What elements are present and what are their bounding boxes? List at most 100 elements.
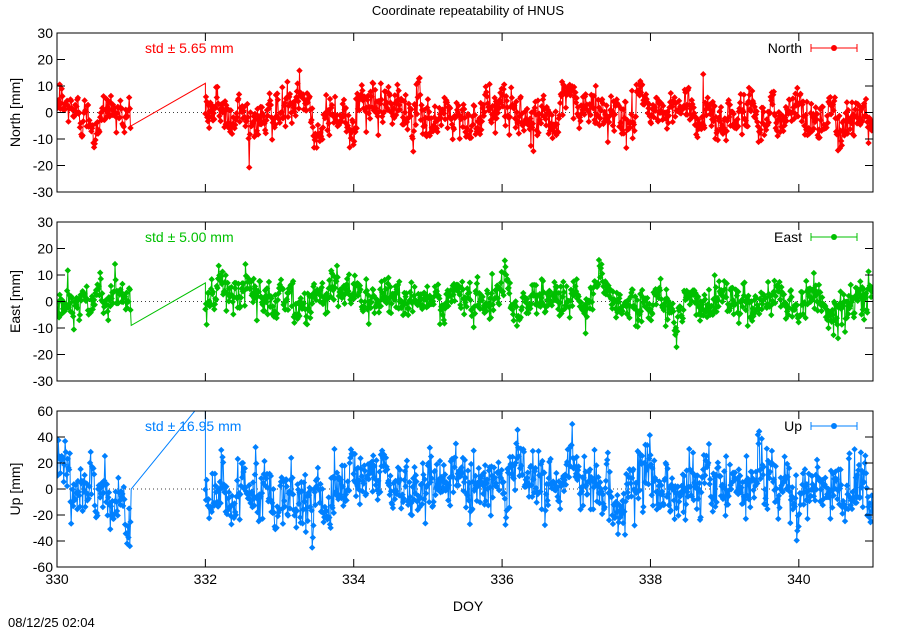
data-point (121, 129, 128, 136)
data-point (303, 90, 311, 97)
data-point (523, 105, 531, 113)
data-point (401, 109, 409, 116)
data-point (661, 300, 668, 307)
data-point (217, 117, 224, 125)
data-point (800, 501, 807, 508)
data-point (843, 99, 851, 106)
data-point (421, 122, 428, 129)
data-point (714, 296, 722, 304)
data-point (439, 107, 447, 114)
data-point (794, 113, 802, 120)
data-point (506, 113, 514, 121)
data-point (235, 91, 243, 98)
data-point (506, 504, 513, 511)
data-point (117, 288, 125, 296)
y-tick-label: -60 (33, 559, 53, 575)
data-point (566, 444, 573, 452)
data-point (602, 477, 610, 485)
data-point (205, 514, 213, 522)
data-point (348, 129, 355, 136)
data-point (284, 78, 291, 86)
data-point (586, 466, 594, 473)
data-point (803, 277, 810, 285)
y-tick-label: 0 (45, 481, 53, 497)
data-point (638, 286, 646, 294)
data-point (90, 471, 98, 478)
data-point (598, 270, 606, 277)
data-point (508, 470, 516, 478)
data-point (233, 477, 241, 484)
data-point (565, 473, 573, 481)
data-point (822, 313, 830, 321)
data-point (838, 481, 845, 489)
data-point (707, 110, 714, 118)
data-point (440, 110, 448, 117)
data-point (613, 508, 620, 516)
data-point (403, 463, 410, 471)
data-point (745, 292, 752, 299)
data-point (387, 309, 395, 317)
data-point (391, 495, 399, 503)
data-point (308, 116, 315, 124)
data-point (679, 489, 686, 496)
data-point (391, 296, 399, 304)
data-point (480, 469, 488, 477)
data-point (334, 274, 341, 281)
data-point (712, 503, 719, 510)
data-point (516, 472, 523, 480)
data-point (707, 476, 714, 483)
data-point (829, 306, 836, 314)
data-point (296, 312, 303, 320)
data-point (677, 110, 685, 117)
data-point (612, 305, 619, 312)
data-point (775, 116, 782, 123)
data-point (669, 300, 676, 307)
data-point (227, 107, 234, 114)
data-point (221, 123, 228, 131)
data-point (869, 288, 873, 295)
data-point (761, 486, 769, 493)
data-point (581, 453, 588, 460)
data-point (237, 294, 245, 301)
data-point (597, 274, 604, 281)
data-point (736, 472, 744, 479)
data-point (857, 494, 864, 501)
data-point (622, 498, 629, 505)
data-point (558, 480, 566, 487)
data-point (340, 112, 347, 119)
data-point (577, 102, 585, 109)
data-point (345, 271, 353, 278)
data-point (388, 300, 395, 307)
data-point (770, 288, 778, 295)
data-point (775, 492, 783, 499)
data-point (344, 478, 351, 485)
data-point (813, 291, 820, 299)
data-point (605, 489, 612, 497)
data-point (67, 520, 75, 527)
data-point (597, 485, 605, 492)
data-point (669, 118, 676, 126)
data-point (836, 485, 844, 492)
data-point (274, 90, 281, 97)
data-point (830, 107, 837, 114)
data-point (375, 297, 382, 305)
data-point (742, 515, 750, 522)
data-point (395, 87, 402, 94)
data-point (289, 278, 297, 285)
data-point (631, 127, 638, 134)
data-point (801, 466, 809, 473)
data-point (612, 314, 620, 321)
data-point (637, 89, 645, 96)
data-point (501, 495, 509, 502)
y-axis-label: North [mm] (7, 78, 23, 147)
data-point (361, 467, 369, 475)
data-point (682, 516, 689, 523)
data-point (766, 468, 774, 475)
data-point (844, 491, 851, 498)
data-point (311, 489, 318, 496)
data-point (743, 100, 751, 108)
data-point (107, 282, 115, 290)
data-point (792, 472, 800, 479)
data-point (539, 299, 546, 307)
data-point (78, 297, 85, 304)
